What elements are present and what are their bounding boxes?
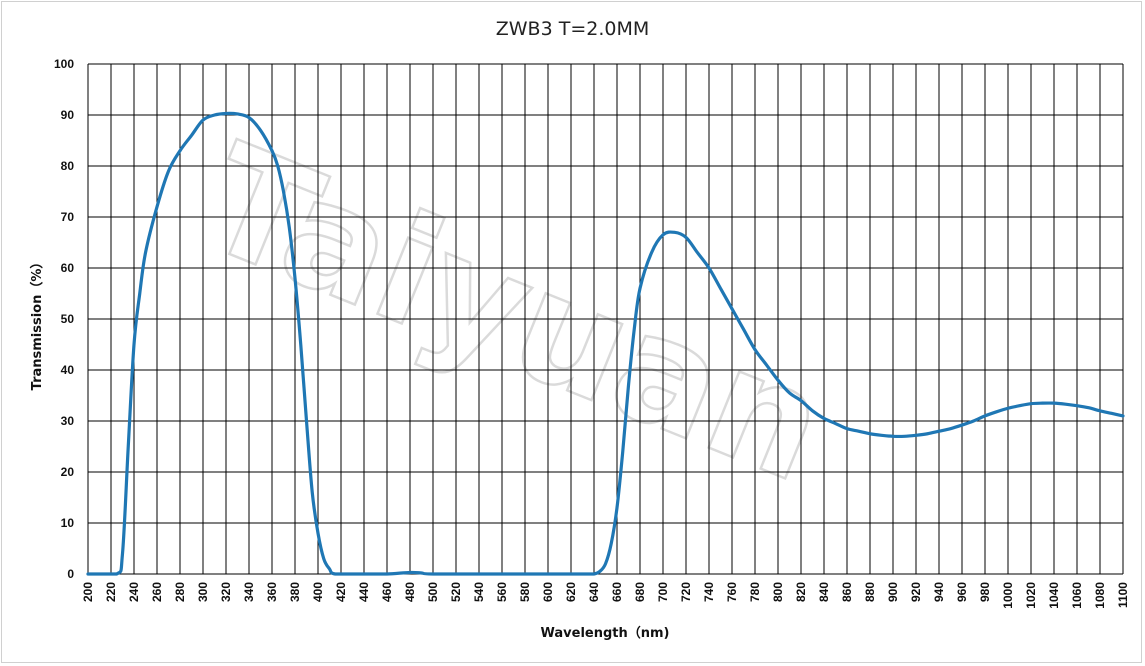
- y-tick-label: 10: [61, 516, 75, 530]
- y-tick-label: 0: [67, 567, 74, 581]
- y-tick-label: 90: [61, 108, 75, 122]
- x-tick-label: 1100: [1116, 582, 1130, 608]
- watermark-text: Taiyuan: [182, 112, 848, 516]
- x-tick-label: 740: [702, 582, 716, 602]
- x-tick-label: 460: [380, 582, 394, 602]
- y-tick-label: 30: [61, 414, 75, 428]
- watermark: Taiyuan: [180, 111, 849, 518]
- x-tick-label: 760: [725, 582, 739, 602]
- x-tick-label: 940: [932, 582, 946, 602]
- x-tick-label: 820: [794, 582, 808, 602]
- x-tick-label: 600: [541, 582, 555, 602]
- x-tick-label: 620: [564, 582, 578, 602]
- x-tick-label: 340: [242, 582, 256, 602]
- y-tick-label: 40: [61, 363, 75, 377]
- y-axis-ticks: 0 10 20 30 40 50 60 70 80 90 100: [54, 57, 74, 581]
- x-tick-label: 220: [104, 582, 118, 602]
- x-tick-label: 540: [472, 582, 486, 602]
- x-tick-label: 720: [679, 582, 693, 602]
- x-tick-label: 500: [426, 582, 440, 602]
- y-tick-label: 50: [61, 312, 75, 326]
- x-tick-label: 320: [219, 582, 233, 602]
- x-tick-label: 1040: [1047, 582, 1061, 609]
- y-tick-label: 100: [54, 57, 74, 71]
- x-axis-ticks: 200 220 240 260 280 300 320 340 360 380 400 420 440 4…: [81, 582, 1130, 609]
- series-layer: [86, 111, 1125, 576]
- x-tick-label: 380: [288, 582, 302, 602]
- x-tick-label: 480: [403, 582, 417, 602]
- x-tick-label: 580: [518, 582, 532, 602]
- y-tick-label: 20: [61, 465, 75, 479]
- x-tick-label: 640: [587, 582, 601, 602]
- series-line-0: [86, 111, 1125, 576]
- x-tick-label: 700: [656, 582, 670, 602]
- x-tick-label: 660: [610, 582, 624, 602]
- x-tick-label: 360: [265, 582, 279, 602]
- x-tick-label: 200: [81, 582, 95, 602]
- x-tick-label: 420: [334, 582, 348, 602]
- x-tick-label: 680: [633, 582, 647, 602]
- x-tick-label: 280: [173, 582, 187, 602]
- x-tick-label: 840: [817, 582, 831, 602]
- x-tick-label: 1020: [1024, 582, 1038, 609]
- y-tick-label: 60: [61, 261, 75, 275]
- x-tick-label: 860: [840, 582, 854, 602]
- x-axis-label: Wavelength（nm): [541, 625, 670, 641]
- y-axis-label: Transmission（%）: [29, 256, 45, 391]
- x-tick-label: 260: [150, 582, 164, 602]
- chart-title: ZWB3 T=2.0MM: [495, 18, 650, 40]
- x-tick-label: 560: [495, 582, 509, 602]
- x-tick-label: 440: [357, 582, 371, 602]
- x-tick-label: 520: [449, 582, 463, 602]
- x-tick-label: 400: [311, 582, 325, 602]
- x-tick-label: 240: [127, 582, 141, 602]
- x-tick-label: 980: [978, 582, 992, 602]
- y-tick-label: 80: [61, 159, 75, 173]
- x-tick-label: 300: [196, 582, 210, 602]
- x-tick-label: 800: [771, 582, 785, 602]
- x-tick-label: 880: [863, 582, 877, 602]
- x-tick-label: 1000: [1001, 582, 1015, 609]
- x-tick-label: 780: [748, 582, 762, 602]
- x-tick-label: 960: [955, 582, 969, 602]
- y-tick-label: 70: [61, 210, 75, 224]
- x-tick-label: 1060: [1070, 582, 1084, 609]
- x-tick-label: 1080: [1093, 582, 1107, 609]
- x-tick-label: 900: [886, 582, 900, 602]
- x-tick-label: 920: [909, 582, 923, 602]
